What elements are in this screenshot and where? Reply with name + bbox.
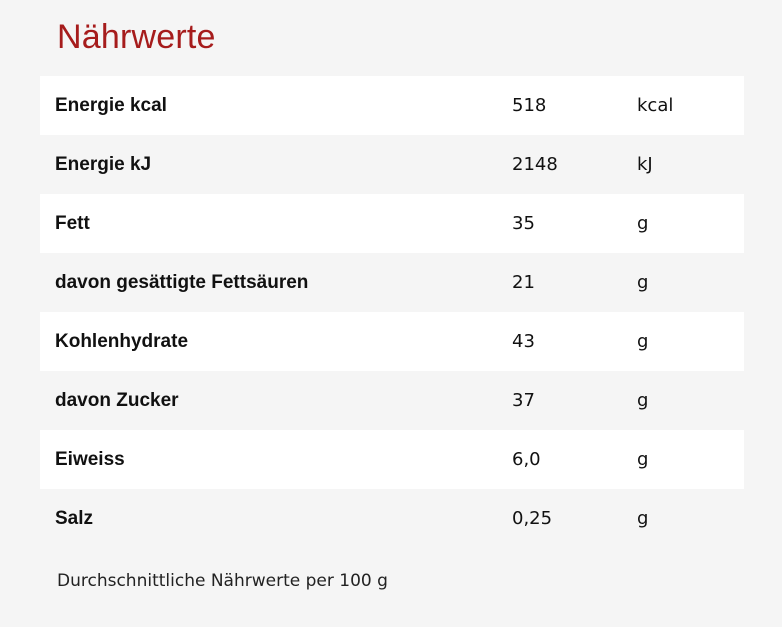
nutrient-value: 518 [512, 95, 547, 116]
table-row: Energie kcal 518 kcal [40, 76, 744, 135]
nutrient-label: Energie kcal [55, 94, 167, 116]
table-row: davon Zucker 37 g [40, 371, 744, 430]
nutrition-footnote: Durchschnittliche Nährwerte per 100 g [57, 571, 388, 591]
nutrient-value: 2148 [512, 154, 558, 175]
nutrient-unit: g [637, 213, 649, 234]
table-row: Salz 0,25 g [40, 489, 744, 548]
nutrient-value: 35 [512, 213, 535, 234]
table-row: Fett 35 g [40, 194, 744, 253]
nutrient-value: 21 [512, 272, 535, 293]
nutrient-unit: g [637, 508, 649, 529]
nutrient-value: 0,25 [512, 508, 553, 529]
table-row: Kohlenhydrate 43 g [40, 312, 744, 371]
nutrient-unit: g [637, 390, 649, 411]
section-title: Nährwerte [57, 18, 216, 56]
nutrient-label: Kohlenhydrate [55, 330, 189, 352]
table-row: davon gesättigte Fettsäuren 21 g [40, 253, 744, 312]
nutrient-label: Salz [55, 507, 94, 529]
nutrient-unit: kcal [637, 95, 674, 116]
nutrient-unit: kJ [637, 154, 653, 175]
nutrient-label: davon gesättigte Fettsäuren [55, 271, 309, 293]
nutrient-label: Fett [55, 212, 90, 234]
table-row: Energie kJ 2148 kJ [40, 135, 744, 194]
nutrient-value: 37 [512, 390, 535, 411]
nutrition-table: Energie kcal 518 kcal Energie kJ 2148 kJ… [40, 76, 744, 548]
nutrient-label: davon Zucker [55, 389, 179, 411]
nutrient-label: Energie kJ [55, 153, 152, 175]
nutrient-label: Eiweiss [55, 448, 125, 470]
nutrient-unit: g [637, 331, 649, 352]
nutrient-value: 6,0 [512, 449, 541, 470]
nutrient-unit: g [637, 272, 649, 293]
nutrient-unit: g [637, 449, 649, 470]
nutrient-value: 43 [512, 331, 535, 352]
table-row: Eiweiss 6,0 g [40, 430, 744, 489]
